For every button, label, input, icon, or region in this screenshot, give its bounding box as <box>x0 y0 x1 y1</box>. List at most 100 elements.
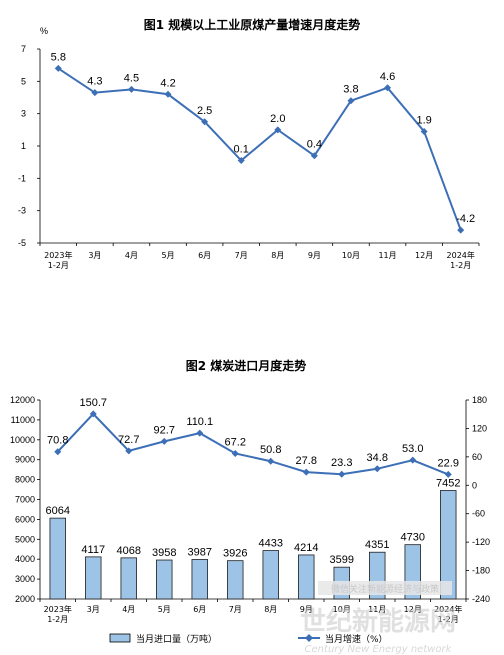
chart-2-left-tick-label: 4000 <box>15 554 35 564</box>
chart-2-x-tick-label: 1-2月 <box>438 615 459 624</box>
chart-2-bar-label: 4433 <box>259 538 283 550</box>
chart-1-data-label: 1.9 <box>416 114 431 126</box>
chart-1-point <box>237 157 245 165</box>
chart-2-bars: 6064 4117 4068 3958 3987 3926 4433 4214 3599 4351… <box>46 478 460 600</box>
chart-2-point <box>444 470 452 478</box>
chart-1-data-label: 4.2 <box>160 77 175 89</box>
chart-1-x-tick-label: 12月 <box>415 251 433 260</box>
legend-line-marker <box>305 634 313 642</box>
chart-2-point <box>302 468 310 476</box>
chart-2-point <box>125 447 133 455</box>
chart-2-right-tick-label: -120 <box>472 537 490 547</box>
chart-2-line-label: 23.3 <box>331 457 352 469</box>
chart-2-series-line <box>57 412 449 476</box>
chart-2-bar <box>156 559 173 600</box>
chart-1-y-tick-label: -1 <box>18 173 26 183</box>
chart-1-y-tick-label: 7 <box>21 44 26 54</box>
chart-2-line-series: 70.8 150.7 72.7 92.7 110.1 67.2 50.8 27.8 23.3 34… <box>47 397 459 478</box>
chart-2-bar <box>227 560 244 600</box>
chart-2-x-tick-label: 4月 <box>122 605 135 614</box>
chart-1-x-tick-label: 3月 <box>88 251 101 260</box>
chart-1-point <box>457 226 465 234</box>
chart-2-axes <box>39 400 467 600</box>
chart-1-x-tick-label: 11月 <box>378 251 396 260</box>
chart-2-line-label: 150.7 <box>79 397 107 409</box>
chart-2-point <box>231 449 239 457</box>
chart-2-left-tick-label: 7000 <box>15 495 35 505</box>
chart-1-x-tick-label: 1-2月 <box>48 261 69 270</box>
chart-1-point <box>420 127 428 135</box>
chart-2-bar-label: 4117 <box>81 544 105 556</box>
chart-2-left-tick-label: 2000 <box>15 594 35 604</box>
chart-2-left-tick-label: 11000 <box>11 415 35 425</box>
chart-1-point <box>274 126 282 134</box>
chart-1-y-tick-label: -5 <box>18 238 26 248</box>
chart-2-legend: 当月进口量（万吨） 当月增速（%） <box>109 633 388 645</box>
chart-1-series-line <box>57 67 462 231</box>
chart-2-line-label: 22.9 <box>438 457 459 469</box>
chart-2-right-tick-label: -180 <box>472 566 490 576</box>
chart-2-line-label: 110.1 <box>186 416 213 428</box>
chart-1-data-label: 3.8 <box>343 84 358 96</box>
chart-2-line-label: 34.8 <box>367 452 388 464</box>
watermark: 微信关注新能源经济与政策 世纪新能源网 Century New Energy n… <box>300 581 456 655</box>
chart-2-point <box>338 470 346 478</box>
chart-1-y-tick-label: 1 <box>21 141 26 151</box>
chart-2-x-tick-label: 6月 <box>193 605 206 614</box>
chart-2-left-tick-label: 6000 <box>15 514 35 524</box>
chart-1-data-label: 5.8 <box>51 51 66 63</box>
chart-2-point <box>373 465 381 473</box>
chart-2-x-tick-label: 1-2月 <box>47 615 68 624</box>
chart-2-bar-label: 3599 <box>330 554 354 566</box>
chart-1-x-tick-label: 4月 <box>125 251 138 260</box>
chart-2-point <box>54 448 62 456</box>
chart-1-x-tick-label: 10月 <box>342 251 360 260</box>
chart-2-bar-label: 4068 <box>117 545 141 557</box>
chart-1-point <box>384 84 392 92</box>
chart-2-right-tick-label: -60 <box>472 509 485 519</box>
chart-2-bar-label: 3958 <box>152 547 176 559</box>
chart-2-right-tick-label: 120 <box>472 423 487 433</box>
chart-2-bar <box>262 550 279 600</box>
legend-bar-label: 当月进口量（万吨） <box>136 633 217 645</box>
chart-2-left-tick-label: 10000 <box>10 435 35 445</box>
chart-2-line-label: 92.7 <box>154 424 175 436</box>
chart-2-left-tick-label: 8000 <box>15 475 35 485</box>
chart-2-x-tick-label: 9月 <box>300 605 313 614</box>
chart-1-data-label: 2.5 <box>197 105 212 117</box>
chart-2-bar-label: 6064 <box>46 505 70 517</box>
chart-2-x-tick-label: 2023年 <box>44 604 72 614</box>
chart-1-x-tick-label: 2024年 <box>447 250 475 260</box>
chart-1-point <box>164 90 172 98</box>
chart-1-data-label: 2.0 <box>270 113 285 125</box>
chart-1-x-tick-label: 7月 <box>235 251 248 260</box>
chart-2-point <box>196 429 204 437</box>
chart-2-x-tick-label: 3月 <box>87 605 100 614</box>
chart-2-x-tick-label: 11月 <box>368 605 386 614</box>
chart-2-left-tick-label: 9000 <box>15 455 35 465</box>
chart-2-x-tick-label: 2024年 <box>434 604 462 614</box>
chart-1-x-tick-label: 6月 <box>198 251 211 260</box>
chart-1-point <box>54 64 62 72</box>
chart-2-left-tick-label: 3000 <box>15 574 35 584</box>
chart-2-line-label: 72.7 <box>118 434 139 446</box>
chart-1-point <box>310 152 318 160</box>
chart-2-bar-label: 4730 <box>401 532 425 544</box>
chart-2-bar <box>191 559 208 600</box>
chart-2-bar <box>440 490 457 600</box>
chart-2-bar-label: 3987 <box>188 546 212 558</box>
chart-2-bar <box>120 557 137 600</box>
chart-1-x-tick-label: 2023年 <box>44 250 72 260</box>
watermark-logo: 世纪新能源网 <box>300 606 456 637</box>
chart-1-series: 5.8 4.3 4.5 4.2 2.5 0.1 2.0 0.4 3.8 4.6 1.9 -4.2 <box>51 51 475 234</box>
chart-1-y-tick-label: 3 <box>21 109 26 119</box>
chart-2-right-tick-label: 180 <box>472 395 487 405</box>
chart-2-x-tick-label: 7月 <box>229 605 242 614</box>
chart-2-point <box>409 456 417 464</box>
chart-1-y-tick-label: -3 <box>18 206 26 216</box>
chart-1-x-tick-label: 1-2月 <box>450 261 471 270</box>
chart-1-data-label: 4.6 <box>380 71 395 83</box>
chart-2-line-label: 70.8 <box>47 435 68 447</box>
chart-2-bar <box>49 517 66 600</box>
